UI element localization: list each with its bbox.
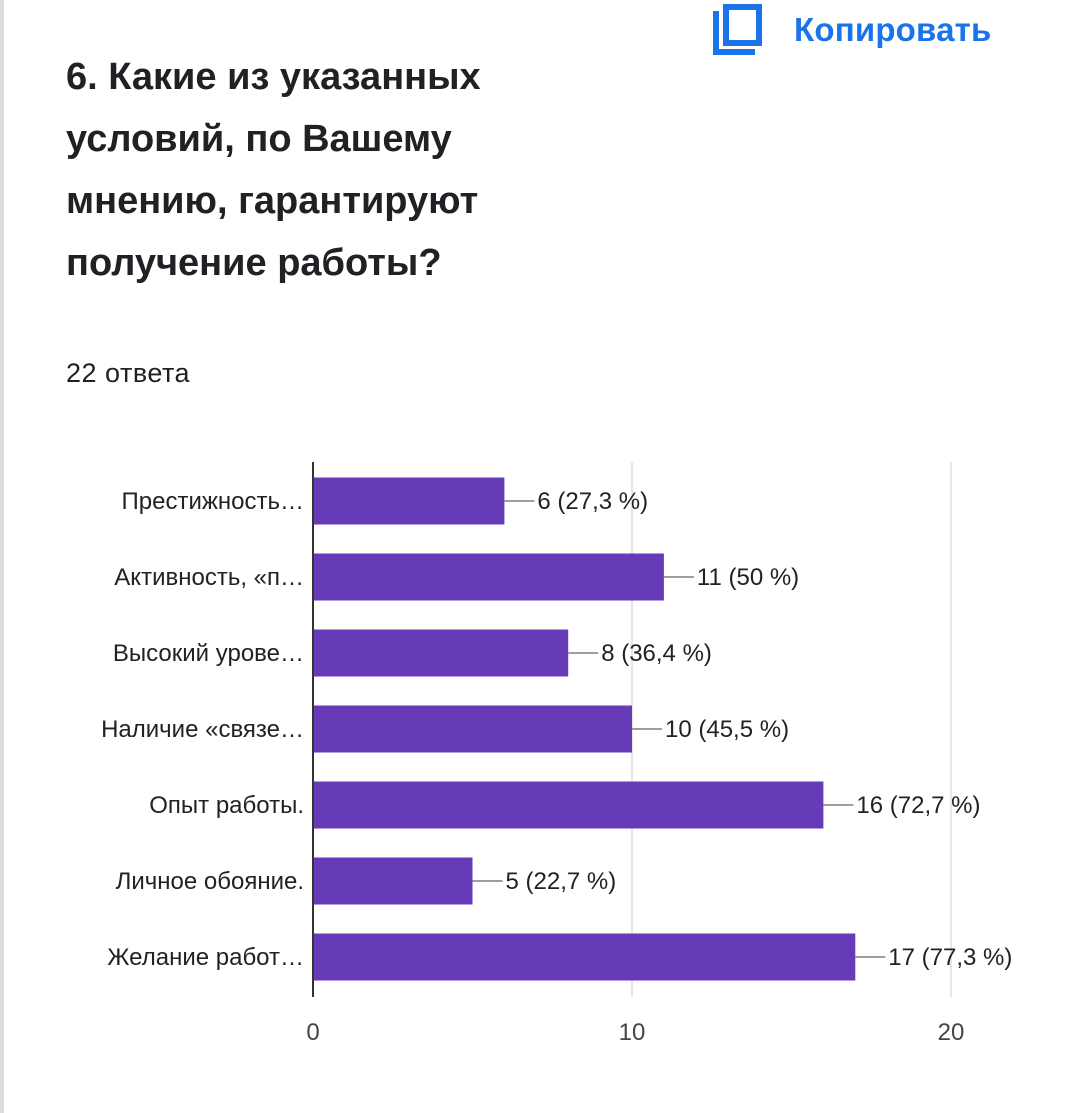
left-border (0, 0, 4, 1113)
data-label-0: 6 (27,3 %) (537, 488, 648, 515)
bar-4 (313, 781, 824, 829)
copy-icon (713, 4, 762, 55)
data-label-4: 16 (72,7 %) (856, 792, 980, 819)
category-label-3: Наличие «связе… (101, 716, 304, 743)
responses-count: 22 ответа (66, 358, 191, 388)
data-label-1: 11 (50 %) (697, 564, 799, 591)
category-label-5: Личное обояние. (116, 868, 304, 895)
x-tick-label-1: 10 (619, 1019, 646, 1046)
x-tick-label-0: 0 (306, 1019, 319, 1046)
bar-5 (313, 857, 473, 905)
bar-0 (313, 477, 505, 525)
copy-label: Копировать (794, 11, 992, 48)
category-label-2: Высокий урове… (113, 640, 304, 667)
category-label-6: Желание работ… (107, 944, 304, 971)
data-label-2: 8 (36,4 %) (601, 640, 712, 667)
data-label-6: 17 (77,3 %) (888, 944, 1012, 971)
x-tick-label-2: 20 (938, 1019, 965, 1046)
bar-chart: Престижность… 6 (27,3 %) Активность, «п… 11… (101, 462, 1012, 1046)
data-label-3: 10 (45,5 %) (665, 716, 789, 743)
category-label-4: Опыт работы. (149, 792, 304, 819)
bar-1 (313, 553, 664, 601)
data-label-5: 5 (22,7 %) (506, 868, 617, 895)
bar-6 (313, 933, 856, 981)
category-label-0: Престижность… (122, 488, 305, 515)
copy-button[interactable]: Копировать (708, 4, 992, 56)
question-title: 6. Какие из указанных условий, по Вашему… (66, 56, 481, 284)
category-label-1: Активность, «п… (114, 564, 304, 591)
bar-3 (313, 705, 632, 753)
bar-2 (313, 629, 569, 677)
